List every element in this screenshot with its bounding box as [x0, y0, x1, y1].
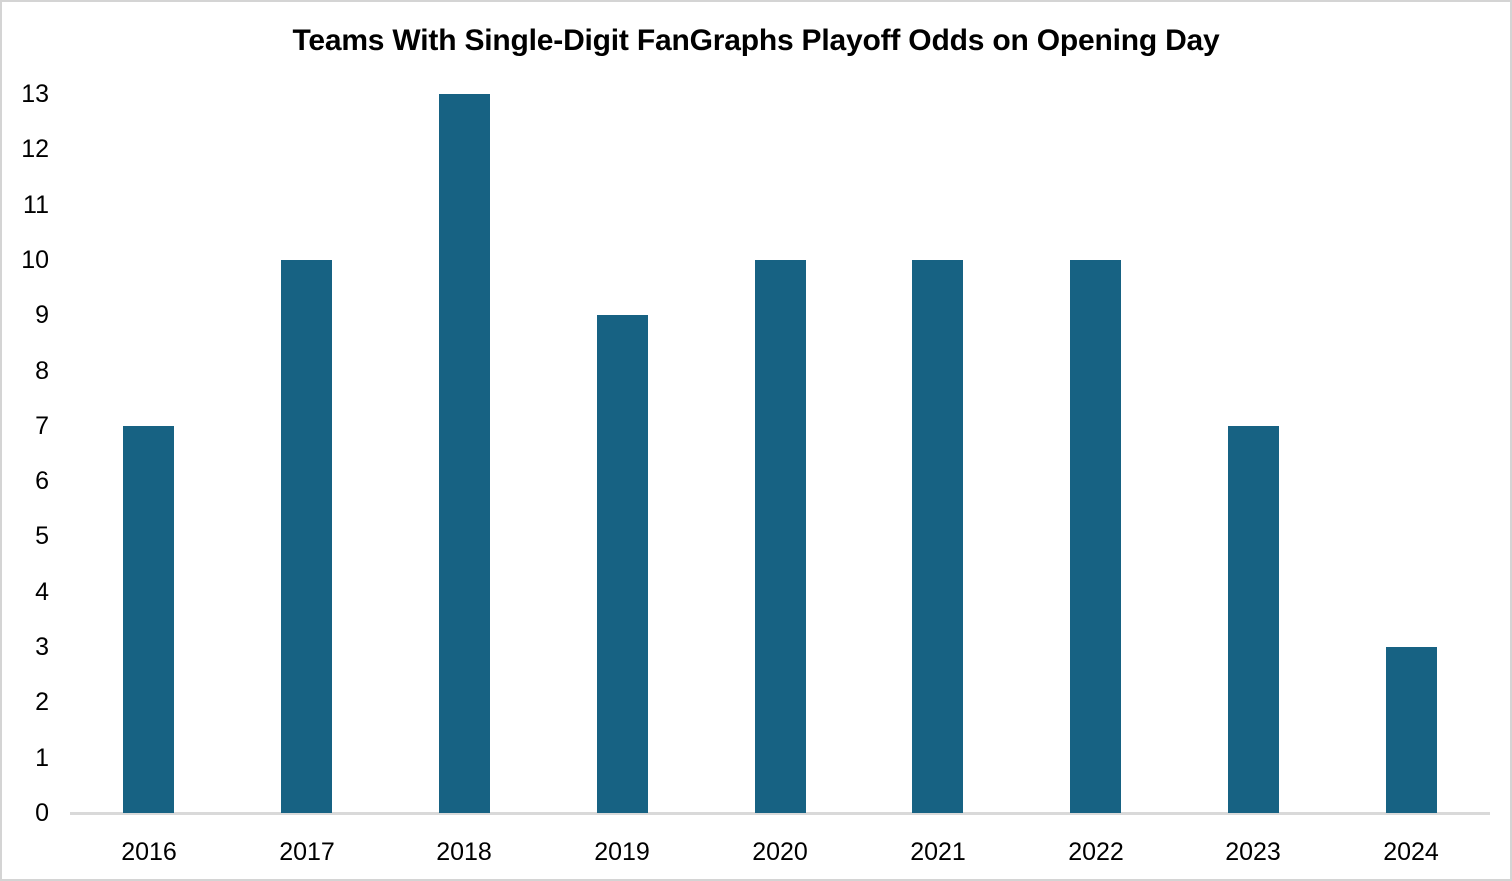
bar-2018	[439, 94, 490, 813]
x-axis-line	[70, 812, 1490, 815]
y-tick-label: 0	[35, 799, 49, 827]
x-tick-label: 2018	[436, 838, 492, 866]
bar-2019	[597, 315, 648, 813]
x-tick-label: 2016	[121, 838, 177, 866]
y-tick-label: 8	[35, 356, 49, 385]
x-tick-label: 2023	[1225, 838, 1281, 866]
x-tick-label: 2022	[1068, 838, 1124, 866]
y-tick-label: 2	[35, 688, 49, 717]
bar-2020	[755, 260, 806, 813]
y-tick-label: 11	[23, 190, 49, 219]
y-tick-label: 3	[35, 633, 49, 662]
y-tick-label: 1	[35, 743, 49, 772]
bar-2024	[1386, 647, 1437, 813]
bar-2017	[281, 260, 332, 813]
chart-title: Teams With Single-Digit FanGraphs Playof…	[292, 24, 1220, 57]
x-tick-label: 2020	[752, 838, 808, 866]
x-tick-label: 2021	[910, 838, 966, 866]
y-tick-label: 5	[35, 522, 49, 551]
bar-2022	[1070, 260, 1121, 813]
y-tick-label: 10	[21, 245, 49, 274]
x-tick-label: 2024	[1383, 838, 1439, 866]
bar-2021	[912, 260, 963, 813]
bar-2016	[123, 426, 174, 813]
bar-2023	[1228, 426, 1279, 813]
x-tick-label: 2017	[279, 838, 335, 866]
y-tick-label: 13	[21, 80, 49, 108]
x-tick-label: 2019	[594, 838, 650, 866]
y-tick-label: 4	[35, 577, 49, 606]
y-tick-label: 7	[35, 411, 49, 440]
y-tick-label: 12	[21, 135, 49, 164]
y-tick-label: 9	[35, 301, 49, 330]
y-tick-label: 6	[35, 467, 49, 496]
